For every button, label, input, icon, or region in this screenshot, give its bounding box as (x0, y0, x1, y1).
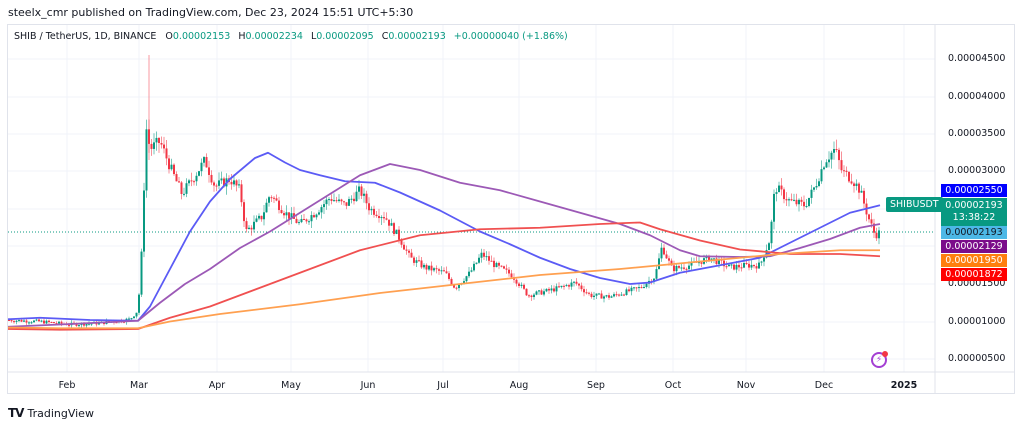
notification-dot (882, 351, 888, 357)
low-value: 0.00002095 (316, 31, 374, 42)
y-axis-label: 0.00001000 (948, 316, 1006, 327)
ma-purple-price-tag: 0.00002129 (941, 240, 1007, 253)
tradingview-brand[interactable]: TV TradingView (8, 406, 94, 420)
x-axis-label: Jul (437, 380, 449, 391)
y-axis-label: 0.00004000 (948, 91, 1006, 102)
symbol-title[interactable]: SHIB / TetherUS, 1D, BINANCE (14, 31, 157, 42)
x-axis-label: May (281, 380, 301, 391)
x-axis-label: Mar (130, 380, 148, 391)
x-axis-label: Aug (509, 380, 529, 391)
published-by-text: steelx_cmr published on TradingView.com,… (8, 6, 414, 19)
brand-name: TradingView (27, 406, 94, 420)
y-axis-label: 0.00001500 (948, 278, 1006, 289)
y-axis-label: 0.00000500 (948, 353, 1006, 364)
ohlc-legend: SHIB / TetherUS, 1D, BINANCE O0.00002153… (14, 31, 568, 42)
x-axis-label: Nov (736, 380, 756, 391)
chart-frame (7, 24, 1015, 394)
bar-countdown: 13:38:22 (952, 212, 996, 223)
last-price-tag: 0.00002193 13:38:22 (941, 198, 1007, 226)
ma-red-price-tag: 0.00001872 (941, 268, 1007, 281)
close-key: C (381, 31, 389, 42)
y-axis-label: 0.00003500 (948, 128, 1006, 139)
x-axis-label-year: 2025 (890, 380, 918, 391)
high-key: H (238, 31, 246, 42)
open-key: O (165, 31, 173, 42)
symbol-price-tag: SHIBUSDT (886, 197, 943, 212)
change-value: +0.00000040 (+1.86%) (453, 31, 568, 42)
open-value: 0.00002153 (172, 31, 231, 42)
x-axis-label: Feb (58, 380, 76, 391)
y-axis-label: 0.00003000 (948, 165, 1006, 176)
lightning-icon[interactable]: ⚡ (871, 351, 888, 368)
close-price-tag: 0.00002193 (941, 226, 1007, 239)
tradingview-logo-icon: TV (8, 406, 25, 420)
low-key: L (310, 31, 317, 42)
x-axis-label: Jun (360, 380, 376, 391)
y-axis-label: 0.00004500 (948, 53, 1006, 64)
close-value: 0.00002193 (388, 31, 446, 42)
last-price-value: 0.00002193 (945, 200, 1003, 211)
ma-orange-price-tag: 0.00001950 (941, 254, 1007, 267)
high-value: 0.00002234 (245, 31, 303, 42)
x-axis-label: Sep (587, 380, 605, 391)
x-axis-label: Apr (208, 380, 226, 391)
ma-blue-price-tag: 0.00002550 (941, 184, 1007, 197)
x-axis-label: Oct (664, 380, 682, 391)
x-axis-label: Dec (814, 380, 834, 391)
